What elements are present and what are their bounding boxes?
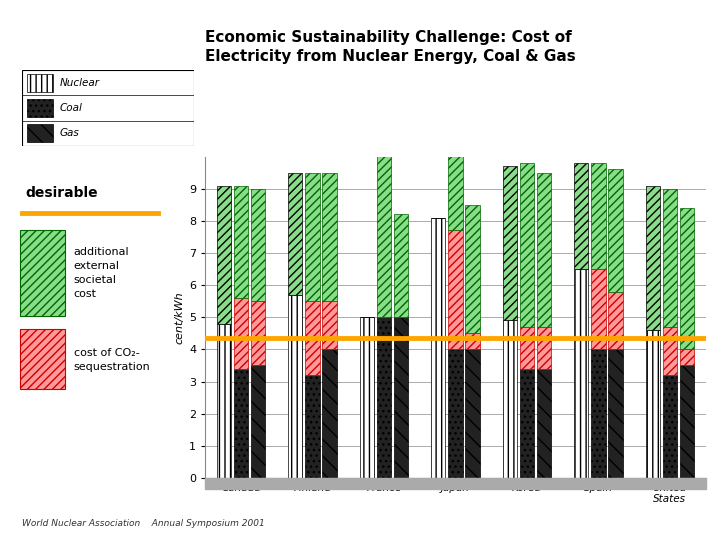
Text: World Nuclear Association    Annual Symposium 2001: World Nuclear Association Annual Symposi… [22, 519, 264, 529]
Bar [449, 349, 462, 478]
Bar [465, 205, 480, 333]
Bar [394, 214, 408, 318]
Bar [662, 375, 677, 478]
Bar [574, 163, 588, 269]
Bar [251, 366, 265, 478]
Bar [217, 186, 231, 323]
Bar [537, 327, 552, 369]
Bar [449, 231, 462, 349]
Text: desirable: desirable [25, 186, 97, 200]
Bar [431, 218, 446, 478]
Bar [394, 318, 408, 478]
Bar [288, 295, 302, 478]
Bar [217, 323, 231, 478]
Bar [680, 349, 694, 366]
Text: cost of CO₂-
sequestration: cost of CO₂- sequestration [73, 348, 150, 372]
Bar [608, 170, 623, 292]
Text: Nuclear: Nuclear [60, 78, 99, 88]
Text: Economic Sustainability Challenge: Cost of: Economic Sustainability Challenge: Cost … [205, 30, 572, 45]
Bar [19, 230, 65, 316]
Bar [234, 369, 248, 478]
Bar [377, 318, 391, 478]
Bar [305, 301, 320, 375]
Bar [646, 330, 660, 478]
Bar [537, 173, 552, 327]
Bar [465, 349, 480, 478]
Bar [591, 163, 606, 269]
Bar [305, 173, 320, 301]
Bar [359, 318, 374, 478]
Bar [503, 166, 517, 320]
Bar [205, 478, 706, 489]
Bar [608, 292, 623, 349]
Text: additional
external
societal
cost: additional external societal cost [73, 247, 130, 299]
Bar [323, 173, 337, 301]
Text: Coal: Coal [60, 103, 83, 113]
Bar [323, 301, 337, 349]
Bar [288, 173, 302, 295]
Bar [608, 349, 623, 478]
Bar [662, 189, 677, 327]
Bar [520, 163, 534, 327]
Text: Electricity from Nuclear Energy, Coal & Gas: Electricity from Nuclear Energy, Coal & … [205, 49, 576, 64]
Bar [465, 333, 480, 349]
Bar [305, 375, 320, 478]
Bar [27, 124, 53, 142]
Bar [251, 189, 265, 301]
Bar [323, 349, 337, 478]
Bar [19, 328, 65, 389]
Bar [503, 320, 517, 478]
Bar [377, 118, 391, 318]
Bar [537, 369, 552, 478]
Bar [520, 369, 534, 478]
Bar [680, 366, 694, 478]
Bar [234, 186, 248, 298]
Y-axis label: cent/kWh: cent/kWh [175, 291, 185, 343]
Bar [574, 269, 588, 478]
Bar [520, 327, 534, 369]
Bar [591, 349, 606, 478]
Bar [27, 99, 53, 117]
Bar [680, 208, 694, 349]
Bar [449, 60, 462, 231]
Bar [646, 186, 660, 330]
Text: Gas: Gas [60, 128, 79, 138]
Bar [27, 74, 53, 92]
Bar [251, 301, 265, 366]
Bar [662, 327, 677, 375]
Bar [234, 298, 248, 369]
Bar [591, 269, 606, 349]
